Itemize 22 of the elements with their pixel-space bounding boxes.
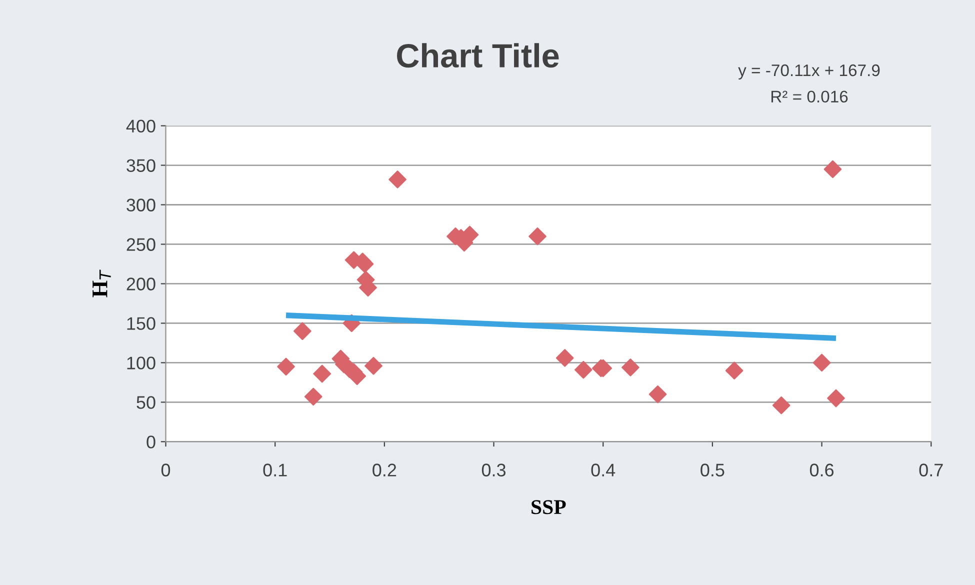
y-tick-label: 300 [126,198,156,212]
chart-title: Chart Title [397,43,559,68]
x-tick-label: 0.3 [482,464,506,476]
y-tick-label: 0 [146,436,156,448]
y-axis-title: H$_{T}$ [92,270,111,298]
text: R² = 0.016 [771,90,848,103]
y-tick-label: 100 [127,356,156,370]
y-tick-label: 150 [127,317,156,330]
y-tick-label: 50 [136,396,156,409]
x-tick-label: 0.4 [591,464,616,476]
x-tick-label: 0.7 [919,464,943,476]
x-tick-label: 0.2 [372,464,396,476]
y-tick-label: 350 [126,159,156,172]
y-tick-label: 400 [126,120,156,132]
x-tick-label: 0.1 [263,464,287,476]
x-axis-title: SSP [532,500,566,514]
x-tick-label: 0 [161,464,170,476]
y-tick-label: 250 [126,238,156,251]
y-tick-label: 200 [126,278,156,290]
text: y = -70.11x + 167.9 [738,64,880,80]
x-tick-label: 0.6 [810,464,834,476]
x-tick-label: 0.5 [700,464,724,476]
